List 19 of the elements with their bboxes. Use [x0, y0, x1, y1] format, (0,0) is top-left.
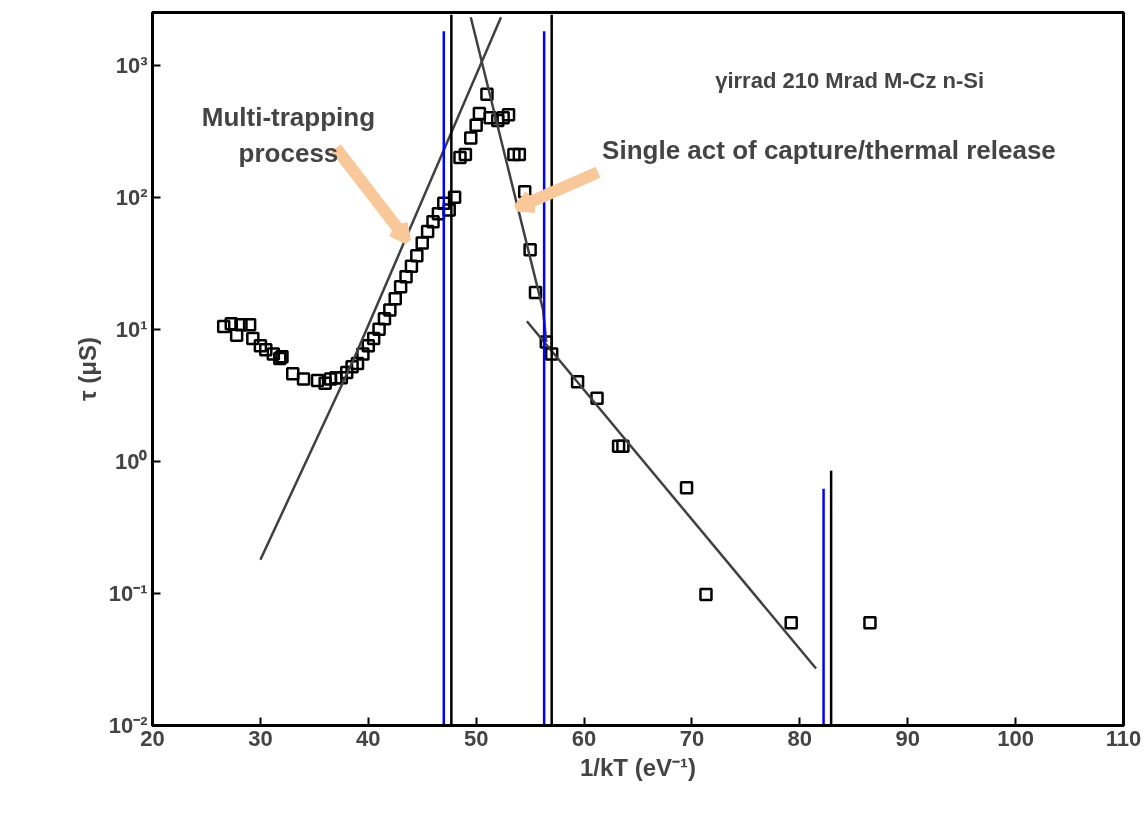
y-tick-label: 10⁰ [115, 448, 148, 474]
x-tick-label: 110 [1105, 725, 1142, 751]
y-tick-label: 10² [115, 184, 148, 210]
x-tick-label: 50 [463, 725, 489, 751]
y-axis-title: τ (μS) [73, 336, 101, 402]
x-tick-label: 100 [997, 725, 1034, 751]
x-tick-label: 40 [356, 725, 381, 751]
x-tick-label: 60 [571, 725, 597, 751]
x-tick-label: 90 [895, 725, 920, 751]
annotation: Single act of capture/thermal release [602, 134, 1056, 165]
x-tick-label: 80 [787, 725, 813, 751]
y-tick-label: 10¹ [115, 316, 148, 342]
x-axis-title: 1/kT (eV⁻¹) [579, 753, 697, 781]
y-tick-label: 10³ [115, 52, 148, 78]
annotation: γirrad 210 Mrad M-Cz n-Si [715, 67, 985, 93]
annotation: Multi-trapping process [201, 101, 376, 168]
y-tick-label: 10⁻¹ [108, 580, 148, 606]
x-tick-label: 30 [248, 725, 273, 751]
x-tick-label: 70 [679, 725, 705, 751]
